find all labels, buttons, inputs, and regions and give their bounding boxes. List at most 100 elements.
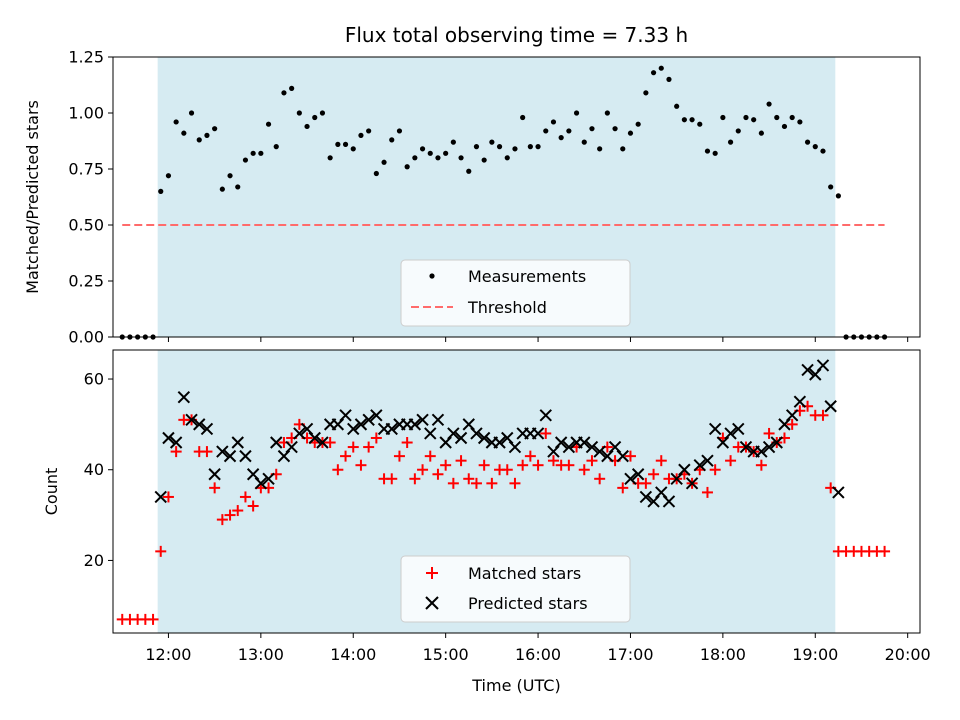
legend-matched-label: Matched stars [468,564,581,583]
x-ticks-bottom: 12:00 13:00 14:00 15:00 16:00 17:00 18:00 19:00… [145,633,931,664]
matched-star-point [224,509,236,521]
matched-star-point [755,459,767,471]
measurement-point [558,135,564,141]
y-tick-label: 0.00 [68,328,104,347]
predicted-star-point [431,413,445,427]
matched-star-point [247,500,259,512]
measurement-point [327,155,333,161]
measurement-point [697,121,703,127]
x-axis-label: Time (UTC) [471,676,560,695]
measurement-point [543,128,549,134]
measurement-point [520,114,526,121]
measurement-point [242,157,249,163]
matched-star-point [709,464,721,476]
predicted-star-point [693,458,706,472]
predicted-star-point [362,413,375,427]
measurement-point [473,144,480,150]
measurement-point [527,144,533,150]
count-panel: 20 40 60 12:00 13:00 14:00 15:00 16:00 17:00 18:… [42,349,931,695]
measurement-point [289,85,295,91]
predicted-star-point [370,409,383,422]
matched-star-point [162,491,174,503]
predicted-star-point [154,490,167,504]
matched-star-point [386,473,398,485]
predicted-star-point [793,395,807,408]
measurement-point [419,146,426,152]
legend-measurements-marker [429,273,435,279]
predicted-star-point [354,418,368,431]
y-axis-label-bottom: Count [42,468,61,516]
matched-star-point [763,427,775,439]
y-tick-label: 1.25 [68,48,104,67]
y-tick-label: 60 [84,370,104,389]
measurement-point [727,139,734,145]
axes-frame-bottom [112,349,921,634]
predicted-star-point [408,418,422,431]
x-tick-label: 18:00 [700,645,746,664]
measurement-point [612,126,618,132]
measurement-points [119,65,888,340]
predicted-star-point [762,440,776,454]
matched-star-point [594,473,606,485]
measurement-point [319,110,326,116]
predicted-star-point [585,440,599,454]
predicted-star-point [631,468,645,481]
matched-star-point [725,455,737,467]
predicted-star-point [801,363,814,377]
measurement-point [373,170,379,177]
matched-star-point [470,477,482,489]
measurement-point [828,184,834,190]
x-ticks-top [167,337,909,342]
predicted-star-point [470,427,483,440]
matched-star-point [170,446,182,458]
matched-star-point [363,441,375,453]
measurement-point [573,110,580,116]
measurement-point [689,117,695,123]
predicted-star-point [285,440,298,454]
predicted-star-point [785,409,799,422]
measurement-point [789,114,795,121]
y-axis-label-top: Matched/Predicted stars [23,100,42,294]
measurement-point [188,110,195,116]
measurement-point [342,141,349,147]
predicted-star-point [755,445,768,458]
predicted-star-point [732,422,745,436]
predicted-star-point [385,422,398,436]
y-tick-label: 1.00 [68,104,104,123]
legend-predicted-marker [425,596,439,610]
x-tick-label: 12:00 [145,645,191,664]
y-tick-label: 0.75 [68,160,104,179]
matched-star-point [232,505,244,517]
matched-star-point [586,455,598,467]
predicted-star-point [216,445,229,458]
measurement-point [620,146,626,152]
ratio-panel: 0.00 0.25 0.50 0.75 1.00 1.25 Flux total obse… [23,23,921,347]
matched-star-point [209,482,221,494]
matched-star-point [786,418,798,430]
measurement-point [481,157,487,163]
legend-threshold-label: Threshold [467,298,547,317]
matched-star-point [463,473,475,485]
predicted-star-point [578,436,591,449]
measurement-point [250,150,256,156]
predicted-star-point [824,400,837,413]
matched-star-point [486,477,498,489]
measurement-point [781,123,788,130]
matched-star-point [617,482,629,494]
predicted-star-point [454,431,468,445]
legend-measurements-label: Measurements [468,267,586,286]
predicted-star-point [270,436,283,449]
measurement-point [643,90,649,96]
axes-frame-top [112,56,921,338]
x-tick-label: 19:00 [792,645,838,664]
predicted-star-point [708,422,722,436]
matched-star-point [655,455,667,467]
measurement-point [581,139,587,145]
measurement-point [835,193,841,199]
predicted-star-point [416,413,429,427]
measurement-point [496,144,503,150]
measurement-point [304,123,310,130]
predicted-star-point [308,431,321,445]
measurement-point [512,146,518,152]
